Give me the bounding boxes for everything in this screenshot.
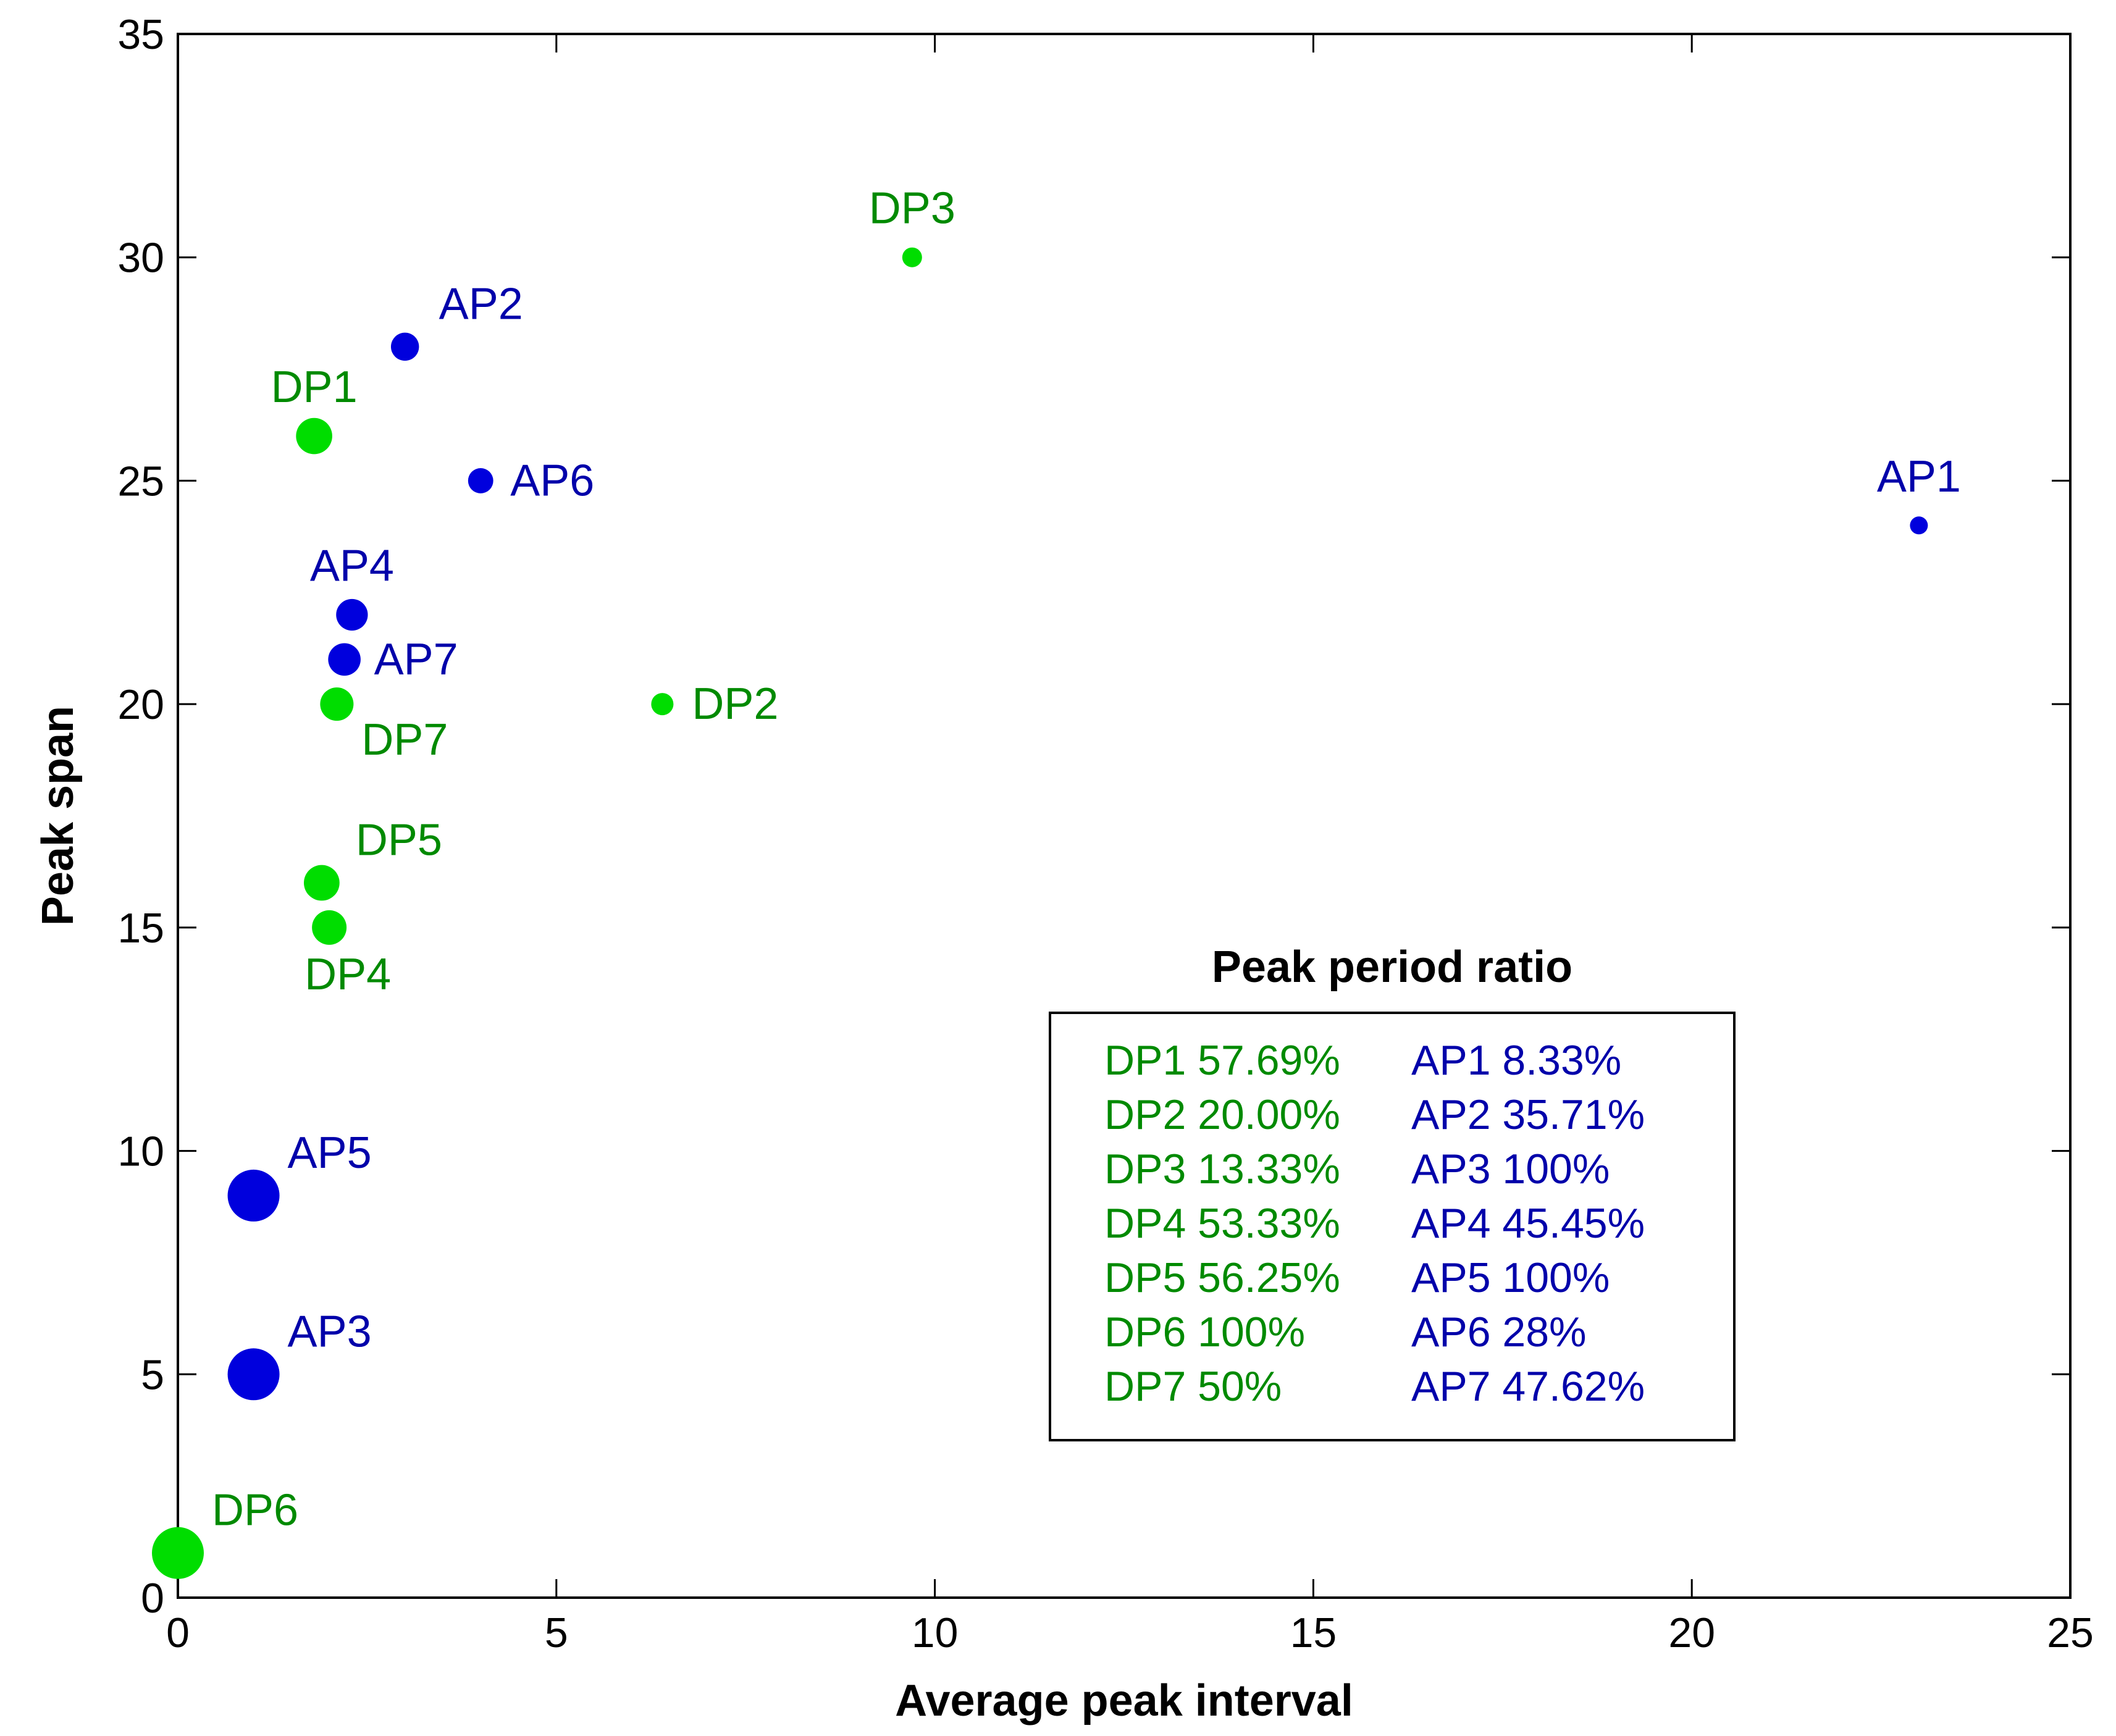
x-tick-label: 0: [166, 1609, 190, 1656]
legend-title: Peak period ratio: [1212, 942, 1572, 992]
point-ap5: [227, 1169, 280, 1222]
point-ap4: [336, 598, 368, 631]
x-tick-label: 10: [912, 1609, 959, 1656]
x-tick-label: 5: [545, 1609, 568, 1656]
point-label-ap5: AP5: [288, 1128, 372, 1178]
y-tick-label: 35: [117, 11, 164, 58]
point-label-ap7: AP7: [374, 635, 458, 684]
legend-entry-ap: AP3 100%: [1411, 1146, 1610, 1193]
legend-entry-dp: DP3 13.33%: [1104, 1146, 1340, 1193]
legend-entry-dp: DP2 20.00%: [1104, 1091, 1340, 1138]
y-tick-label: 25: [117, 458, 164, 505]
legend-entry-dp: DP1 57.69%: [1104, 1037, 1340, 1084]
point-label-ap4: AP4: [310, 541, 394, 590]
y-tick-label: 5: [141, 1351, 164, 1398]
point-label-dp5: DP5: [356, 816, 442, 865]
x-axis-title: Average peak interval: [895, 1676, 1353, 1726]
legend-entry-ap: AP1 8.33%: [1411, 1037, 1621, 1084]
x-tick-label: 20: [1668, 1609, 1715, 1656]
point-label-ap2: AP2: [439, 279, 523, 329]
point-label-dp1: DP1: [271, 363, 358, 412]
point-ap2: [390, 332, 419, 361]
point-dp6: [152, 1527, 204, 1579]
legend-entry-dp: DP5 56.25%: [1104, 1254, 1340, 1301]
y-tick-label: 30: [117, 235, 164, 282]
legend-entry-ap: AP4 45.45%: [1411, 1200, 1645, 1247]
point-label-dp6: DP6: [212, 1486, 298, 1535]
point-dp5: [303, 865, 340, 901]
y-tick-label: 15: [117, 905, 164, 952]
point-ap3: [227, 1348, 280, 1401]
point-label-dp7: DP7: [361, 715, 448, 765]
legend-entry-dp: DP4 53.33%: [1104, 1200, 1340, 1247]
point-dp7: [320, 687, 354, 721]
y-axis-title: Peak span: [33, 706, 83, 926]
legend-entry-dp: DP7 50%: [1104, 1363, 1282, 1410]
legend-entry-dp: DP6 100%: [1104, 1309, 1305, 1356]
legend-box: [1049, 1012, 1736, 1441]
legend-entry-ap: AP2 35.71%: [1411, 1091, 1645, 1138]
plot-frame: [177, 33, 2072, 1599]
point-label-dp2: DP2: [692, 679, 778, 729]
point-dp2: [651, 693, 674, 716]
legend-entry-ap: AP5 100%: [1411, 1254, 1610, 1301]
legend-entry-ap: AP6 28%: [1411, 1309, 1587, 1356]
point-dp1: [296, 417, 332, 455]
point-dp3: [902, 247, 922, 267]
point-label-ap1: AP1: [1877, 452, 1961, 501]
y-tick-label: 10: [117, 1128, 164, 1175]
x-tick-label: 25: [2047, 1609, 2094, 1656]
point-label-dp3: DP3: [869, 184, 955, 233]
y-tick-label: 0: [141, 1575, 164, 1622]
point-dp4: [312, 910, 347, 945]
y-tick-label: 20: [117, 681, 164, 728]
x-tick-label: 15: [1290, 1609, 1337, 1656]
point-label-ap3: AP3: [288, 1307, 372, 1356]
legend-entry-ap: AP7 47.62%: [1411, 1363, 1645, 1410]
point-label-dp4: DP4: [304, 950, 391, 999]
point-ap6: [468, 468, 493, 493]
point-label-ap6: AP6: [510, 456, 594, 505]
point-ap7: [328, 643, 361, 676]
point-ap1: [1910, 516, 1928, 535]
